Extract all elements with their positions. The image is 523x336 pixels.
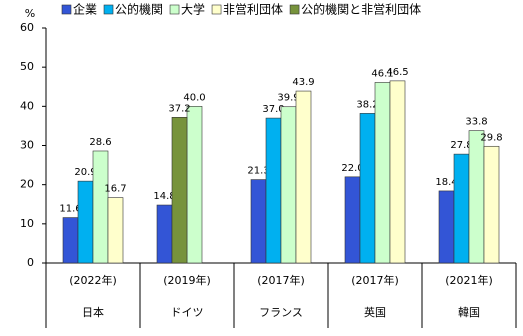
- legend: 企業 公的機関 大学 非営利団体 公的機関と非営利団体: [61, 2, 421, 17]
- bar: [389, 80, 406, 264]
- x-tick-label: ドイツ: [171, 306, 204, 319]
- x-tick-label: 英国: [364, 305, 386, 319]
- value-label: 18.4: [435, 177, 457, 188]
- legend-label: 公的機関と非営利団体: [301, 2, 421, 17]
- x-tick-label: (2017年): [257, 273, 305, 287]
- x-tick-label: 韓国: [458, 306, 480, 319]
- value-label: 46.5: [386, 67, 408, 78]
- legend-label: 公的機関: [115, 2, 163, 17]
- bar: [171, 117, 188, 264]
- value-label: 39.9: [277, 93, 299, 104]
- bar: [344, 176, 361, 264]
- value-label: 37.0: [262, 104, 284, 115]
- bar: [438, 190, 455, 264]
- x-tick-label: (2017年): [351, 273, 399, 287]
- bar: [186, 106, 203, 264]
- value-label: 14.8: [153, 191, 175, 202]
- legend-label: 大学: [181, 2, 205, 17]
- legend-swatch: [61, 4, 72, 15]
- bar: [62, 217, 79, 264]
- y-tick-label: 10: [20, 217, 34, 230]
- legend-swatch: [289, 4, 300, 15]
- bar: [280, 106, 297, 264]
- legend-swatch: [211, 4, 222, 15]
- value-label: 11.6: [59, 204, 81, 215]
- bar: [250, 179, 267, 264]
- x-tick-label: (2022年): [69, 273, 117, 287]
- bar: [107, 197, 124, 264]
- legend-label: 企業: [73, 2, 97, 17]
- value-label: 20.9: [74, 167, 96, 178]
- y-tick-label: 20: [20, 178, 34, 191]
- value-label: 46.1: [371, 68, 393, 79]
- value-label: 43.9: [292, 77, 314, 88]
- x-tick-label: フランス: [259, 306, 303, 319]
- value-label: 16.7: [104, 184, 126, 195]
- value-label: 29.8: [480, 132, 502, 143]
- bar: [468, 130, 485, 264]
- bar: [359, 113, 376, 264]
- bar: [453, 153, 470, 264]
- x-tick-label: (2019年): [163, 273, 211, 287]
- legend-swatch: [103, 4, 114, 15]
- value-label: 21.3: [247, 166, 269, 177]
- value-label: 27.8: [450, 140, 472, 151]
- bar: [374, 82, 391, 264]
- y-tick-label: 30: [20, 139, 34, 152]
- value-label: 40.0: [183, 92, 205, 103]
- x-tick-label: 日本: [82, 305, 104, 319]
- y-unit: %: [25, 7, 35, 20]
- y-tick-label: 40: [20, 99, 34, 112]
- bar: [156, 204, 173, 264]
- value-label: 28.6: [89, 137, 111, 148]
- bar: [265, 117, 282, 264]
- value-label: 22.0: [341, 163, 363, 174]
- legend-swatch: [169, 4, 180, 15]
- y-tick-label: 60: [20, 21, 34, 34]
- y-tick-label: 50: [20, 60, 34, 73]
- bar: [92, 150, 109, 264]
- y-tick-label: 0: [27, 256, 34, 269]
- bar: [483, 145, 500, 264]
- value-label: 33.8: [465, 117, 487, 128]
- legend-label: 非営利団体: [223, 3, 283, 17]
- bar: [295, 90, 312, 264]
- value-label: 38.2: [356, 99, 378, 110]
- x-tick-label: (2021年): [445, 273, 493, 287]
- value-label: 37.2: [168, 103, 190, 114]
- bar: [77, 180, 94, 264]
